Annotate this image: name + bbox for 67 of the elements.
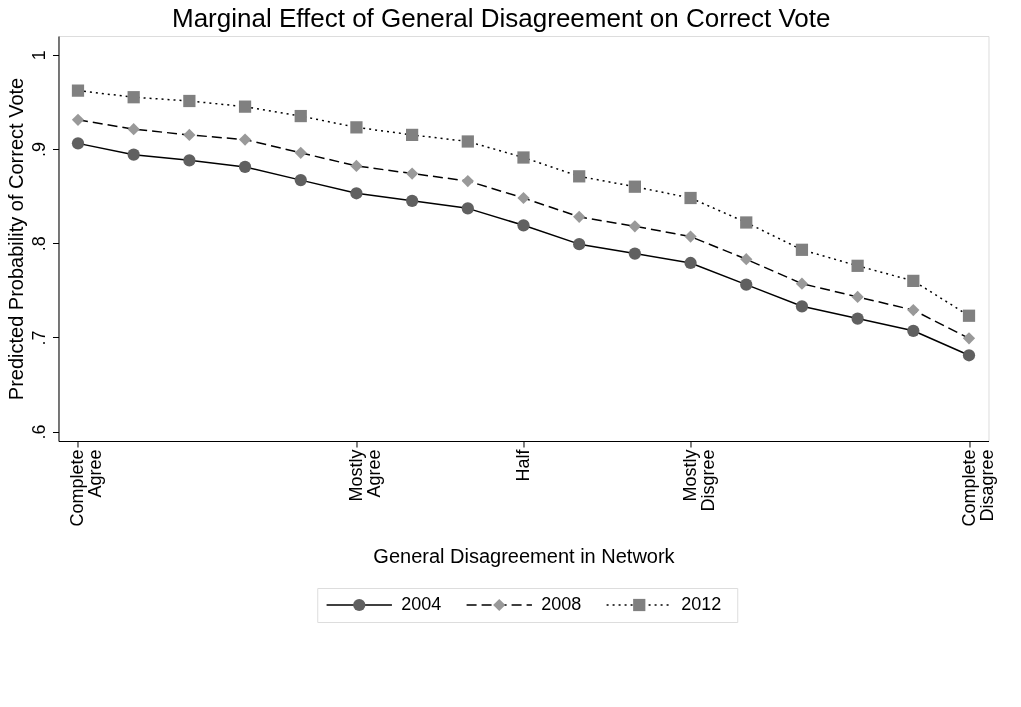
point xyxy=(350,159,363,173)
point xyxy=(628,247,641,260)
legend-label: 2012 xyxy=(681,594,722,614)
legend-label: 2004 xyxy=(401,594,442,614)
x-tick-label: Half xyxy=(513,448,533,482)
point xyxy=(962,332,976,345)
point xyxy=(907,324,920,337)
point xyxy=(628,220,641,233)
chart-title: Marginal Effect of General Disagreement on Correct Vote xyxy=(171,2,831,33)
point xyxy=(71,84,85,97)
point xyxy=(405,194,419,207)
point xyxy=(183,128,196,142)
point xyxy=(238,100,252,113)
point xyxy=(573,210,586,223)
point xyxy=(740,253,753,266)
point xyxy=(851,259,864,272)
point xyxy=(628,180,641,193)
point xyxy=(350,121,363,134)
point xyxy=(71,137,85,150)
y-tick-label: .6 xyxy=(29,424,49,440)
y-tick-label: .9 xyxy=(29,142,49,158)
point xyxy=(573,238,586,251)
point xyxy=(851,290,864,304)
x-tick-label: Mostly Disgree xyxy=(680,449,719,512)
y-tick-label: .7 xyxy=(29,330,49,346)
point xyxy=(71,113,85,126)
point xyxy=(851,312,864,325)
point xyxy=(127,91,140,104)
point xyxy=(740,216,753,229)
point xyxy=(684,230,697,243)
point xyxy=(461,174,474,188)
point xyxy=(405,128,419,142)
point xyxy=(795,300,809,313)
point xyxy=(294,109,307,123)
legend-label: 2008 xyxy=(541,594,582,614)
point xyxy=(517,219,530,232)
point xyxy=(573,170,586,183)
point xyxy=(183,154,196,167)
point xyxy=(795,243,809,256)
point xyxy=(684,256,697,270)
point xyxy=(183,94,196,108)
point xyxy=(907,274,920,288)
point xyxy=(962,309,976,322)
point xyxy=(238,133,252,146)
y-tick-label: .8 xyxy=(29,236,49,252)
point xyxy=(294,173,307,187)
y-tick-label: 1 xyxy=(29,50,49,61)
x-axis-title: General Disagreement in Network xyxy=(373,544,676,567)
point xyxy=(127,148,140,161)
y-axis-title: Predicted Probability of Correct Vote xyxy=(5,77,27,401)
point xyxy=(238,160,252,174)
point xyxy=(517,191,530,205)
point xyxy=(907,303,920,317)
point xyxy=(294,146,307,159)
point xyxy=(962,349,976,362)
point xyxy=(461,135,474,148)
x-tick-label: Complete Agree xyxy=(67,449,106,527)
point xyxy=(740,278,753,291)
point xyxy=(795,277,809,290)
point xyxy=(405,167,419,180)
point xyxy=(461,202,474,215)
point xyxy=(350,187,363,200)
point xyxy=(517,151,530,164)
point xyxy=(127,123,140,136)
x-tick-label: Mostly Agree xyxy=(345,449,384,502)
point xyxy=(684,191,697,205)
x-tick-label: Complete Disagree xyxy=(958,449,997,527)
